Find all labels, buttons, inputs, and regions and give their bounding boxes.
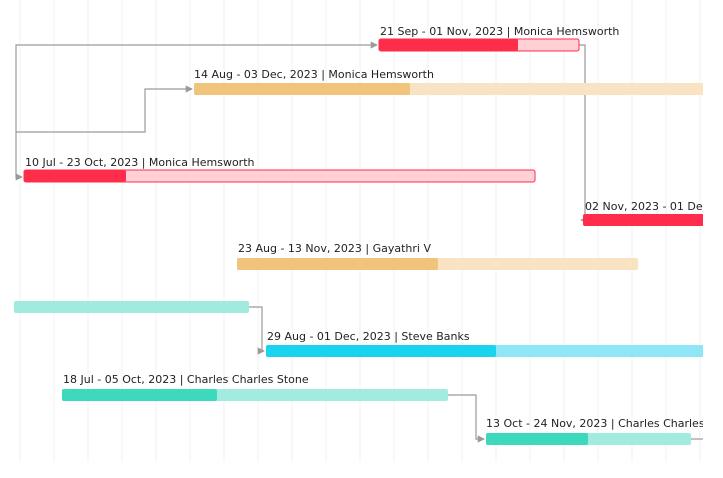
task-progress bbox=[379, 39, 518, 51]
task[interactable]: 21 Sep - 01 Nov, 2023 | Monica Hemsworth bbox=[378, 25, 619, 52]
task-bar bbox=[583, 214, 703, 226]
task[interactable]: 13 Oct - 24 Nov, 2023 | Charles Charles … bbox=[486, 417, 723, 445]
task-label: 21 Sep - 01 Nov, 2023 | Monica Hemsworth bbox=[380, 25, 619, 38]
task[interactable]: 14 Aug - 03 Dec, 2023 | Monica Hemsworth bbox=[194, 68, 714, 95]
task-label: 14 Aug - 03 Dec, 2023 | Monica Hemsworth bbox=[194, 68, 434, 81]
task-label: 02 Nov, 2023 - 01 Dec, 2 bbox=[585, 200, 723, 213]
task-label: 18 Jul - 05 Oct, 2023 | Charles Charles … bbox=[63, 373, 309, 386]
task-progress bbox=[194, 83, 410, 95]
task-label: 23 Aug - 13 Nov, 2023 | Gayathri V bbox=[238, 242, 431, 255]
task[interactable]: 23 Aug - 13 Nov, 2023 | Gayathri V bbox=[237, 242, 638, 270]
task-label: 13 Oct - 24 Nov, 2023 | Charles Charles … bbox=[486, 417, 723, 430]
task-progress bbox=[24, 170, 126, 182]
task[interactable]: 29 Aug - 01 Dec, 2023 | Steve Banks bbox=[266, 330, 716, 357]
timeline-grid bbox=[19, 0, 701, 462]
task-label: 10 Jul - 23 Oct, 2023 | Monica Hemsworth bbox=[25, 156, 255, 169]
task-progress bbox=[486, 433, 588, 445]
task[interactable]: 02 Nov, 2023 - 01 Dec, 2 bbox=[583, 200, 723, 226]
task[interactable]: 10 Jul - 23 Oct, 2023 | Monica Hemsworth bbox=[23, 156, 536, 183]
task[interactable] bbox=[14, 301, 249, 313]
task-progress bbox=[237, 258, 438, 270]
task-bar bbox=[14, 301, 249, 313]
task-bars: 21 Sep - 01 Nov, 2023 | Monica Hemsworth… bbox=[14, 25, 723, 445]
task-progress bbox=[62, 389, 217, 401]
task-progress bbox=[266, 345, 496, 357]
task[interactable]: 18 Jul - 05 Oct, 2023 | Charles Charles … bbox=[62, 373, 448, 401]
task-label: 29 Aug - 01 Dec, 2023 | Steve Banks bbox=[267, 330, 470, 343]
